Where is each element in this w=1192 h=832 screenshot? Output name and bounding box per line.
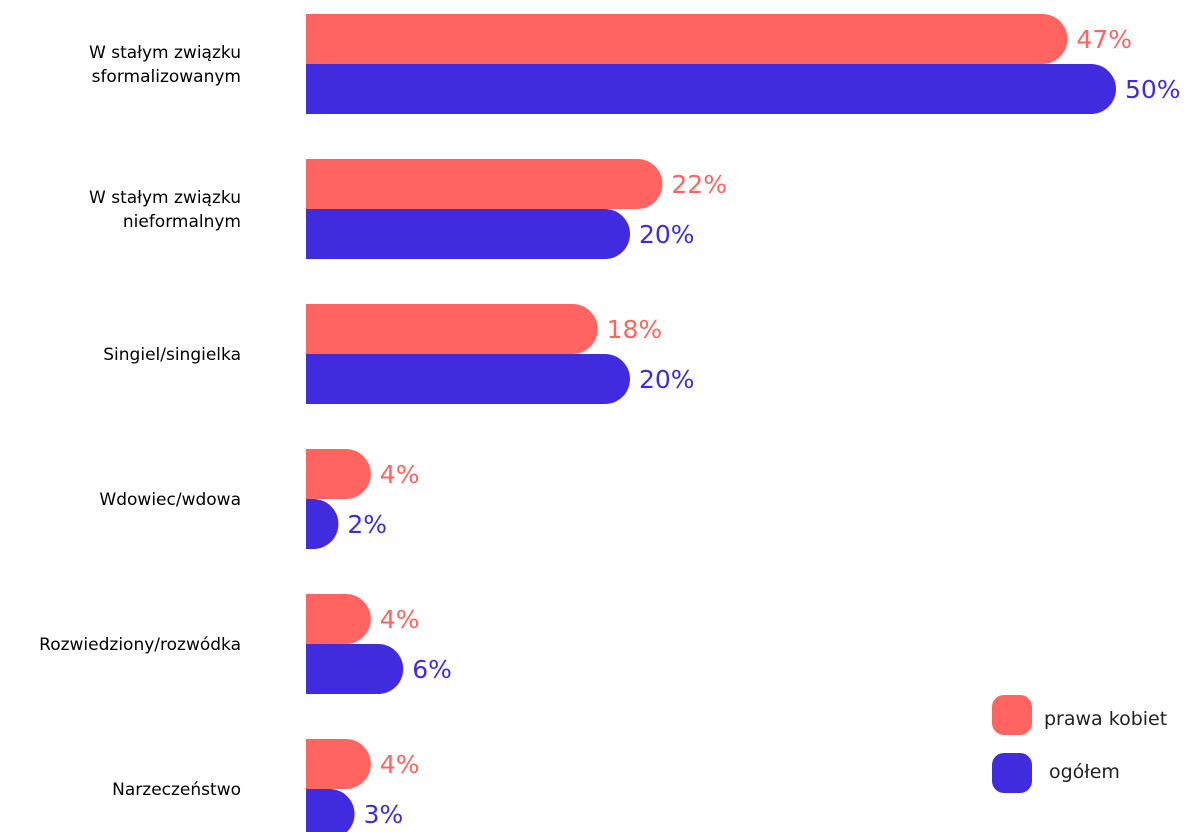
- bar-ogolem-singiel-singielka: [306, 354, 630, 404]
- value-label-prawa-kobiet-narzeczenstwo: 4%: [380, 750, 420, 779]
- legend-label-prawa-kobiet: prawa kobiet: [1044, 708, 1167, 730]
- category-label-rozwiedziony-rozwodka: Rozwiedziony/rozwódka: [39, 635, 241, 655]
- legend-label-ogolem: ogółem: [1049, 761, 1120, 783]
- category-label-line: nieformalnym: [123, 212, 241, 232]
- legend-swatch-ogolem: [992, 753, 1032, 793]
- bar-prawa-kobiet-singiel-singielka: [306, 304, 598, 354]
- bar-ogolem-rozwiedziony-rozwodka: [306, 644, 404, 694]
- value-label-prawa-kobiet-w-stalym-zwiazku-sformalizowanym: 47%: [1076, 25, 1132, 54]
- bar-prawa-kobiet-w-stalym-zwiazku-sformalizowanym: [306, 14, 1068, 64]
- bar-prawa-kobiet-narzeczenstwo: [306, 739, 371, 789]
- value-label-prawa-kobiet-wdowiec-wdowa: 4%: [380, 460, 420, 489]
- category-label-line: Wdowiec/wdowa: [99, 490, 241, 510]
- category-label-wdowiec-wdowa: Wdowiec/wdowa: [99, 490, 241, 510]
- category-label-narzeczenstwo: Narzeczeństwo: [112, 780, 241, 800]
- bar-prawa-kobiet-w-stalym-zwiazku-nieformalnym: [306, 158, 663, 209]
- bars: [306, 14, 1116, 832]
- legend: prawa kobiet ogółem: [992, 695, 1167, 793]
- bar-prawa-kobiet-rozwiedziony-rozwodka: [306, 594, 371, 644]
- bar-ogolem-w-stalym-zwiazku-sformalizowanym: [306, 64, 1116, 114]
- value-label-prawa-kobiet-w-stalym-zwiazku-nieformalnym: 22%: [671, 170, 727, 199]
- category-label-w-stalym-zwiazku-nieformalnym: W stałym związku nieformalnym: [89, 188, 241, 232]
- bar-ogolem-w-stalym-zwiazku-nieformalnym: [306, 209, 630, 259]
- legend-swatch-prawa-kobiet: [992, 695, 1032, 735]
- value-label-ogolem-narzeczenstwo: 3%: [364, 800, 404, 829]
- value-label-prawa-kobiet-rozwiedziony-rozwodka: 4%: [380, 605, 420, 634]
- category-label-line: W stałym związku: [89, 43, 241, 63]
- value-label-ogolem-singiel-singielka: 20%: [639, 365, 695, 394]
- value-label-prawa-kobiet-singiel-singielka: 18%: [607, 315, 663, 344]
- value-label-ogolem-rozwiedziony-rozwodka: 6%: [412, 655, 452, 684]
- category-label-line: sformalizowanym: [92, 67, 241, 87]
- value-label-ogolem-wdowiec-wdowa: 2%: [347, 510, 387, 539]
- value-label-ogolem-w-stalym-zwiazku-nieformalnym: 20%: [639, 220, 695, 249]
- bar-ogolem-wdowiec-wdowa: [306, 499, 339, 549]
- category-label-line: Singiel/singielka: [103, 345, 241, 365]
- category-label-line: W stałym związku: [89, 188, 241, 208]
- category-label-w-stalym-zwiazku-sformalizowanym: W stałym związku sformalizowanym: [89, 43, 241, 87]
- value-label-ogolem-w-stalym-zwiazku-sformalizowanym: 50%: [1125, 75, 1181, 104]
- bar-ogolem-narzeczenstwo: [306, 789, 355, 832]
- bar-prawa-kobiet-wdowiec-wdowa: [306, 449, 371, 499]
- category-label-line: Narzeczeństwo: [112, 780, 241, 800]
- category-label-singiel-singielka: Singiel/singielka: [103, 345, 241, 365]
- category-label-line: Rozwiedziony/rozwódka: [39, 635, 241, 655]
- value-labels: 47% 50% 22% 20% 18% 20% 4% 2% 4% 6% 4% 3%: [347, 25, 1180, 829]
